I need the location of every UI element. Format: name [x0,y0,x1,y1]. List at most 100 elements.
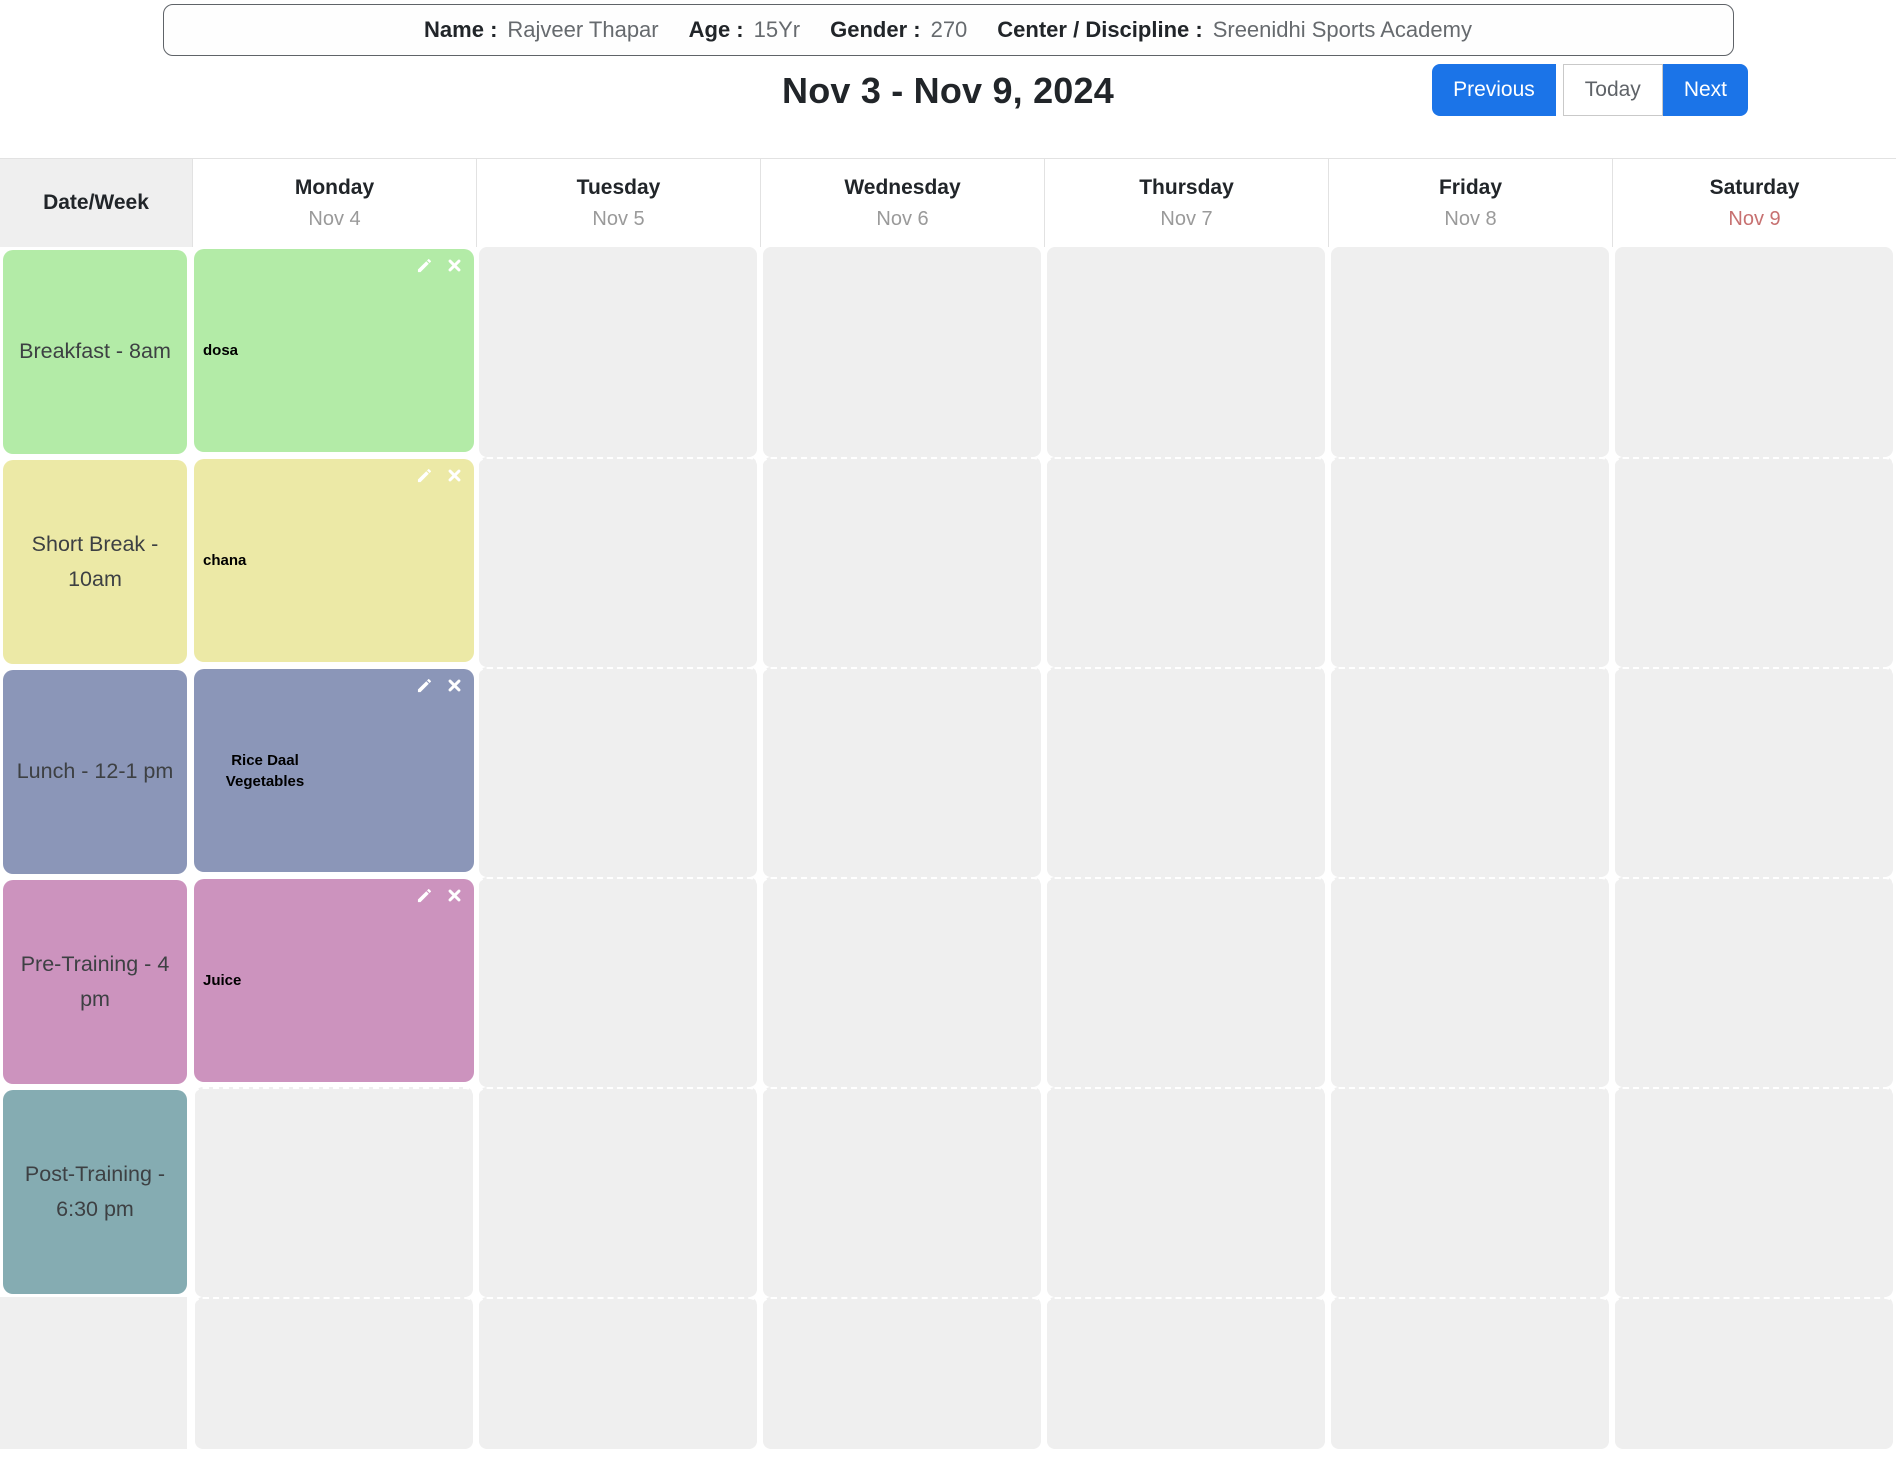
cell-friday-lunch[interactable] [1331,667,1609,877]
cell-friday-breakfast[interactable] [1331,247,1609,457]
cell-wednesday-post-training[interactable] [763,1087,1041,1297]
slot-label-short-break: Short Break - 10am [3,460,187,664]
slot-label-cell: Lunch - 12-1 pm [0,667,192,877]
day-date: Nov 7 [1160,207,1213,230]
cell-thursday-post-training[interactable] [1047,1087,1325,1297]
cell-tuesday-lunch[interactable] [479,667,757,877]
week-nav-button-group: Previous Today Next [1432,64,1748,116]
edit-icon[interactable] [417,678,432,693]
next-week-button[interactable]: Next [1662,64,1748,116]
day-name: Tuesday [576,175,661,199]
center-discipline-value: Sreenidhi Sports Academy [1212,17,1472,42]
athlete-info-bar: Name : Rajveer Thapar Age : 15Yr Gender … [162,4,1734,56]
event-chana[interactable]: chana [194,459,474,662]
edit-icon[interactable] [417,888,432,903]
edit-icon[interactable] [417,258,432,273]
day-date: Nov 8 [1444,207,1497,230]
weekly-meal-calendar: Date/Week Monday Nov 4 Tuesday Nov 5 Wed… [0,158,1896,1449]
slot-row-breakfast: Breakfast - 8am dosa [0,247,1896,457]
cell-thursday-lunch[interactable] [1047,667,1325,877]
event-title: Juice [203,972,242,989]
athlete-center-field: Center / Discipline : Sreenidhi Sports A… [997,17,1472,43]
cell-thursday-breakfast[interactable] [1047,247,1325,457]
name-label: Name : [424,17,498,42]
event-actions [417,468,461,483]
slot-label-post-training: Post-Training - 6:30 pm [3,1090,187,1294]
cell-monday-post-training[interactable] [195,1087,473,1297]
athlete-age-field: Age : 15Yr [689,17,800,43]
slot-label-cell: Breakfast - 8am [0,247,192,457]
day-date-highlighted: Nov 9 [1728,207,1781,230]
delete-icon[interactable] [448,469,461,482]
event-dosa[interactable]: dosa [194,249,474,452]
athlete-name-field: Name : Rajveer Thapar [424,17,659,43]
slot-label-pre-training: Pre-Training - 4 pm [3,880,187,1084]
edit-icon[interactable] [417,468,432,483]
slot-row-lunch: Lunch - 12-1 pm Rice Daal Vegetables [0,667,1896,877]
slot-label-lunch: Lunch - 12-1 pm [3,670,187,874]
day-header-wednesday: Wednesday Nov 6 [760,159,1044,247]
cell-tuesday-empty[interactable] [479,1297,757,1449]
cell-wednesday-breakfast[interactable] [763,247,1041,457]
cell-monday-pre-training: Juice [192,877,476,1087]
cell-friday-short-break[interactable] [1331,457,1609,667]
slot-row-short-break: Short Break - 10am chana [0,457,1896,667]
cell-tuesday-short-break[interactable] [479,457,757,667]
day-name: Friday [1438,175,1503,199]
slot-label-cell: Post-Training - 6:30 pm [0,1087,192,1297]
calendar-toolbar: Nov 3 - Nov 9, 2024 Previous Today Next [0,56,1896,158]
day-name: Thursday [1139,175,1234,199]
cell-thursday-empty[interactable] [1047,1297,1325,1449]
today-button[interactable]: Today [1562,64,1663,116]
day-name: Wednesday [844,175,961,199]
week-range-title: Nov 3 - Nov 9, 2024 [782,70,1114,111]
cell-saturday-post-training[interactable] [1615,1087,1893,1297]
day-header-friday: Friday Nov 8 [1328,159,1612,247]
previous-week-button[interactable]: Previous [1432,64,1556,116]
gender-label: Gender : [830,17,921,42]
event-rice-daal-vegetables[interactable]: Rice Daal Vegetables [194,669,474,872]
cell-monday-lunch: Rice Daal Vegetables [192,667,476,877]
cell-saturday-empty[interactable] [1615,1297,1893,1449]
day-header-thursday: Thursday Nov 7 [1044,159,1328,247]
cell-wednesday-pre-training[interactable] [763,877,1041,1087]
day-header-saturday: Saturday Nov 9 [1612,159,1896,247]
age-label: Age : [688,17,744,42]
cell-thursday-short-break[interactable] [1047,457,1325,667]
event-actions [417,258,461,273]
slot-label-cell: Pre-Training - 4 pm [0,877,192,1087]
center-discipline-label: Center / Discipline : [997,17,1203,42]
cell-tuesday-pre-training[interactable] [479,877,757,1087]
cell-friday-empty[interactable] [1331,1297,1609,1449]
delete-icon[interactable] [448,259,461,272]
event-actions [417,888,461,903]
day-name: Monday [294,175,375,199]
cell-friday-pre-training[interactable] [1331,877,1609,1087]
slot-row-post-training: Post-Training - 6:30 pm [0,1087,1896,1297]
cell-tuesday-post-training[interactable] [479,1087,757,1297]
event-actions [417,678,461,693]
cell-thursday-pre-training[interactable] [1047,877,1325,1087]
event-title: dosa [203,342,239,359]
cell-monday-breakfast: dosa [192,247,476,457]
cell-saturday-short-break[interactable] [1615,457,1893,667]
cell-monday-empty[interactable] [195,1297,473,1449]
cell-friday-post-training[interactable] [1331,1087,1609,1297]
delete-icon[interactable] [448,679,461,692]
athlete-gender-field: Gender : 270 [830,17,967,43]
event-title: chana [203,552,247,569]
cell-wednesday-lunch[interactable] [763,667,1041,877]
day-name: Saturday [1709,175,1800,199]
cell-saturday-pre-training[interactable] [1615,877,1893,1087]
day-date: Nov 6 [876,207,929,230]
day-date: Nov 4 [308,207,361,230]
cell-wednesday-short-break[interactable] [763,457,1041,667]
cell-saturday-lunch[interactable] [1615,667,1893,877]
event-title: Rice Daal Vegetables [225,751,305,790]
delete-icon[interactable] [448,889,461,902]
event-juice[interactable]: Juice [194,879,474,1082]
cell-wednesday-empty[interactable] [763,1297,1041,1449]
cell-tuesday-breakfast[interactable] [479,247,757,457]
cell-saturday-breakfast[interactable] [1615,247,1893,457]
slot-row-empty [0,1297,1896,1449]
